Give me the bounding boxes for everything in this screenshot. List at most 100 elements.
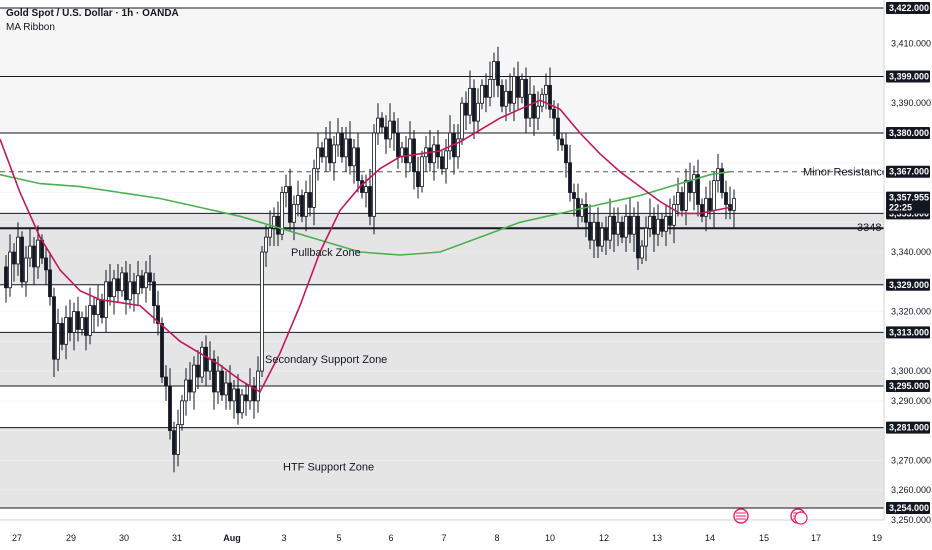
candle-body (644, 227, 648, 247)
ma-slow-line (0, 170, 731, 256)
candle-body (84, 317, 88, 336)
candle-body (268, 227, 272, 238)
time-tick-label: 17 (811, 533, 821, 543)
moving-averages (0, 99, 731, 394)
candle-body (280, 192, 284, 235)
candle-body (172, 430, 176, 455)
candle-body (236, 388, 240, 414)
candle-body (380, 117, 384, 128)
candle-body (124, 272, 128, 301)
price-tick-label: 3,300.000 (891, 366, 931, 376)
candle-body (520, 79, 524, 98)
time-tick-label: 31 (172, 533, 182, 543)
candle-body (240, 394, 244, 414)
price-tick-label: 3,410.000 (891, 39, 931, 49)
candle-body (592, 221, 596, 241)
candle-body (228, 382, 232, 402)
candle-body (340, 132, 344, 158)
candle-body (100, 299, 104, 318)
candle-body (696, 174, 700, 205)
candle-body (676, 192, 680, 205)
level-price-badge (886, 326, 930, 339)
candle-body (556, 117, 560, 140)
candle-body (640, 245, 644, 259)
candle-body (496, 61, 500, 86)
candle-body (140, 275, 144, 289)
candle-body (356, 147, 360, 182)
zone-band (0, 213, 884, 285)
candle-body (168, 385, 172, 432)
candle-body (456, 138, 460, 158)
candle-body (76, 311, 80, 330)
candle-body (144, 272, 148, 289)
candle-body (500, 84, 504, 107)
candle-body (672, 204, 676, 226)
candle-body (44, 257, 48, 271)
level-price-badge-label: 3,399.000 (889, 71, 929, 81)
price-axis-background (884, 0, 932, 550)
candle-body (664, 215, 668, 232)
candle-body (388, 120, 392, 140)
time-tick-label: 5 (336, 533, 341, 543)
candle-body (544, 84, 548, 95)
time-tick-label: 14 (705, 533, 715, 543)
candle-body (208, 358, 212, 372)
time-tick-label: 6 (388, 533, 393, 543)
candle-body (56, 323, 60, 360)
candle-body (628, 215, 632, 235)
level-price-badge-label: 3,367.000 (889, 167, 929, 177)
price-tick-label: 3,260.000 (891, 485, 931, 495)
candle-body (396, 132, 400, 158)
candle-body (440, 156, 444, 170)
zone-annotations: Minor Resistance Pullback Zone Secondary S… (265, 167, 888, 474)
candle-body (284, 186, 288, 193)
price-tick-label: 3,390.000 (891, 98, 931, 108)
price-axis[interactable]: 3,250.000 3,260.000 3,270.000 3,290.000 3,30… (883, 0, 932, 550)
candle-body (692, 174, 696, 193)
level-price-badge-label: 3,313.000 (889, 327, 929, 337)
level-price-badge-label: 3,422.000 (889, 3, 929, 13)
candle-body (508, 90, 512, 104)
candle-body (688, 180, 692, 193)
candle-body (288, 186, 292, 223)
candle-body (248, 385, 252, 402)
candle-body (652, 215, 656, 235)
candle-body (416, 171, 420, 187)
candle-body (80, 317, 84, 330)
candle-body (72, 311, 76, 333)
candle-body (24, 257, 28, 283)
candle-body (136, 275, 140, 295)
candle-body (348, 138, 352, 167)
candle-body (252, 385, 256, 402)
time-axis[interactable]: 27 29 30 31 Aug 3 5 6 7 8 10 12 13 14 15 17 19 (0, 519, 884, 550)
candle-body (148, 272, 152, 283)
zone-band (0, 8, 884, 77)
time-tick-label: 7 (441, 533, 446, 543)
candle-body (660, 218, 664, 232)
candle-body (120, 272, 124, 292)
candle-body (384, 126, 388, 140)
candle-body (608, 215, 612, 241)
level-price-badge-label: 3,380.000 (889, 128, 929, 138)
candle-body (588, 221, 592, 241)
candle-body (604, 227, 608, 241)
candle-body (524, 79, 528, 119)
candle-body (232, 388, 236, 402)
candle-body (128, 281, 132, 301)
candle-body (536, 105, 540, 119)
candle-body (560, 138, 564, 146)
candle-body (64, 317, 68, 345)
candle-body (352, 147, 356, 167)
candle-body (48, 269, 52, 298)
candle-body (612, 215, 616, 235)
zone-band (0, 76, 884, 133)
candle-body (332, 144, 336, 164)
time-tick-label: 13 (652, 533, 662, 543)
candle-body (680, 192, 684, 211)
candle-body (160, 323, 164, 378)
candle-body (12, 251, 16, 265)
candle-body (308, 192, 312, 208)
candle-body (576, 198, 580, 217)
candle-body (28, 245, 32, 259)
